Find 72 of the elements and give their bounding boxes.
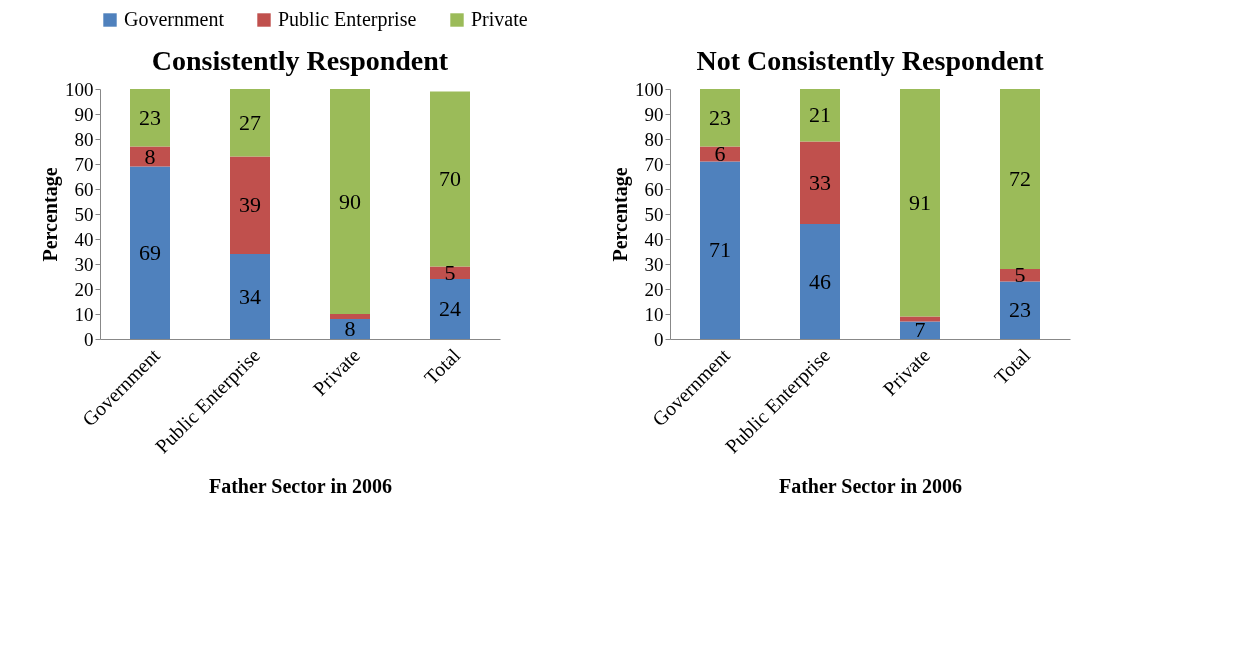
- data-label: 72: [1009, 166, 1031, 191]
- bar: [1000, 89, 1040, 269]
- data-label: 34: [239, 283, 261, 309]
- bar: [430, 279, 470, 339]
- y-tick-label: 60: [74, 178, 94, 200]
- data-label: 23: [139, 104, 161, 130]
- bar: [700, 89, 740, 147]
- bar: [130, 89, 170, 147]
- y-axis-title: Percentage: [39, 167, 62, 262]
- y-tick-label: 50: [74, 203, 94, 225]
- data-label: 8: [144, 143, 156, 169]
- data-label: 23: [1009, 297, 1031, 323]
- y-axis-title: Percentage: [609, 167, 632, 262]
- chart-title: Consistently Respondent: [151, 45, 449, 76]
- data-label: 24: [439, 296, 461, 321]
- bar: [900, 316, 940, 322]
- data-label: 46: [809, 268, 831, 294]
- bar: [330, 314, 370, 319]
- y-tick-label: 60: [644, 178, 664, 200]
- y-tick-label: 30: [74, 253, 94, 275]
- data-label: 6: [714, 141, 726, 166]
- y-tick-label: 80: [74, 128, 94, 150]
- x-axis-title: Father Sector in 2006: [778, 475, 963, 498]
- data-label: 33: [809, 169, 831, 195]
- data-label: 21: [809, 102, 831, 128]
- legend-label: Private: [471, 8, 528, 30]
- bar: [230, 89, 270, 157]
- bar: [1000, 281, 1040, 339]
- data-label: 5: [444, 259, 456, 285]
- data-label: 71: [709, 237, 731, 263]
- data-label: 90: [339, 188, 361, 214]
- data-label: 7: [914, 317, 926, 343]
- y-tick-label: 0: [84, 328, 94, 350]
- bar: [800, 224, 840, 339]
- bar: [130, 166, 170, 339]
- y-tick-label: 90: [74, 103, 94, 125]
- y-tick-label: 50: [644, 203, 664, 225]
- chart-title: Not Consistently Respondent: [696, 45, 1045, 76]
- data-label: 8: [344, 316, 356, 341]
- data-label: 70: [439, 166, 461, 191]
- bar: [900, 89, 940, 317]
- bar: [800, 141, 840, 224]
- y-tick-label: 100: [635, 78, 664, 100]
- legend-label: Public Enterprise: [278, 8, 417, 31]
- data-label: 5: [1014, 262, 1026, 288]
- y-tick-label: 20: [74, 278, 94, 300]
- y-tick-label: 70: [74, 153, 94, 175]
- data-label: 69: [139, 239, 161, 265]
- bar: [230, 254, 270, 339]
- data-label: 39: [239, 192, 261, 218]
- y-tick-label: 100: [65, 78, 94, 100]
- bar: [330, 89, 370, 314]
- legend-label: Government: [124, 8, 225, 30]
- data-label: 91: [909, 189, 931, 215]
- y-tick-label: 70: [644, 153, 664, 175]
- y-tick-label: 40: [74, 228, 94, 250]
- y-tick-label: 20: [644, 278, 664, 300]
- bar: [1000, 269, 1040, 282]
- bar: [430, 91, 470, 267]
- y-tick-label: 0: [654, 328, 664, 350]
- y-tick-label: 40: [644, 228, 664, 250]
- bar: [230, 156, 270, 254]
- bar: [700, 161, 740, 339]
- y-tick-label: 80: [644, 128, 664, 150]
- y-tick-label: 10: [644, 303, 664, 325]
- y-tick-label: 10: [74, 303, 94, 325]
- bar: [800, 89, 840, 142]
- y-tick-label: 30: [644, 253, 664, 275]
- y-tick-label: 90: [644, 103, 664, 125]
- data-label: 23: [709, 104, 731, 130]
- x-axis-title: Father Sector in 2006: [208, 475, 393, 498]
- data-label: 27: [239, 109, 261, 135]
